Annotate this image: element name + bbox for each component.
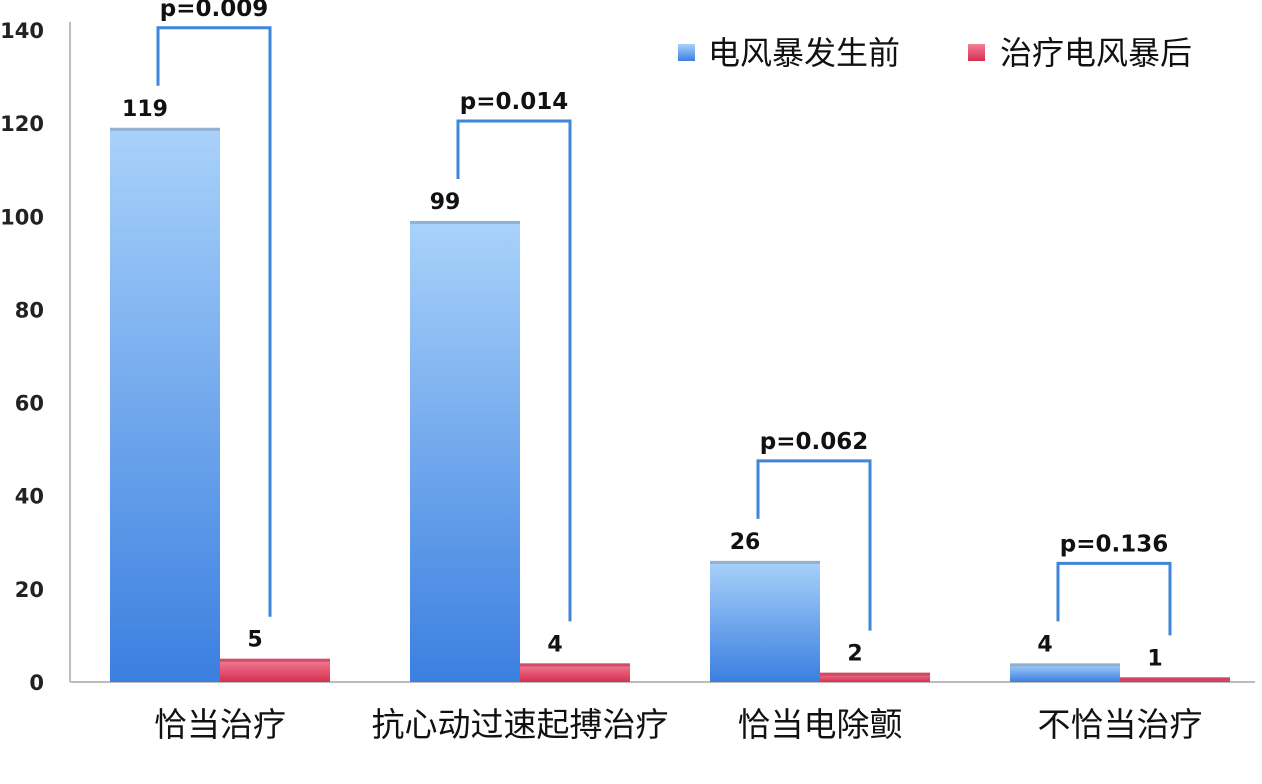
p-value-label: p=0.062 (760, 429, 869, 455)
x-category-label: 恰当治疗 (154, 705, 286, 744)
data-label: 1 (1147, 646, 1162, 671)
x-category-label: 抗心动过速起搏治疗 (372, 705, 669, 744)
bar-before (110, 127, 220, 683)
legend-swatch (678, 44, 695, 61)
data-label: 2 (847, 642, 862, 667)
bar-after-top-edge (520, 663, 630, 667)
p-value-label: p=0.009 (160, 0, 269, 22)
bar-before-top-edge (710, 560, 820, 564)
y-tick-label: 0 (29, 671, 44, 695)
data-label: 4 (1037, 632, 1052, 657)
bar-after-top-edge (820, 672, 930, 676)
bar-after (220, 658, 330, 682)
data-label: 119 (122, 97, 168, 122)
significance-bracket (756, 459, 872, 631)
bar-after (520, 663, 630, 682)
bar-after (820, 672, 930, 682)
bar-before-top-edge (1010, 663, 1120, 667)
y-tick-label: 20 (15, 578, 44, 602)
p-value-label: p=0.136 (1060, 531, 1169, 557)
y-tick-label: 100 (0, 205, 44, 229)
significance-bracket (156, 26, 272, 617)
y-tick-label: 140 (0, 19, 44, 43)
bar-before-top-edge (410, 220, 520, 224)
bar-before (1010, 663, 1120, 682)
significance-bracket (1056, 561, 1172, 636)
y-tick-label: 40 (15, 485, 44, 509)
x-category-label: 恰当电除颤 (738, 705, 903, 744)
x-category-label: 不恰当治疗 (1038, 705, 1203, 744)
y-tick-label: 80 (15, 298, 44, 322)
data-label: 4 (547, 632, 562, 657)
bar-after-top-edge (220, 658, 330, 662)
data-label: 26 (730, 530, 761, 555)
legend-swatch (968, 44, 985, 61)
data-label: 5 (247, 628, 262, 653)
y-tick-label: 60 (15, 392, 44, 416)
data-label: 99 (430, 190, 461, 215)
bar-after-top-edge (1120, 677, 1230, 681)
p-value-label: p=0.014 (460, 89, 569, 115)
y-tick-label: 120 (0, 112, 44, 136)
bar-before (410, 220, 520, 682)
bar-before-top-edge (110, 127, 220, 131)
legend-label: 治疗电风暴后 (1000, 34, 1192, 72)
bar-before (710, 560, 820, 682)
legend-label: 电风暴发生前 (708, 34, 900, 72)
significance-bracket (456, 119, 572, 622)
